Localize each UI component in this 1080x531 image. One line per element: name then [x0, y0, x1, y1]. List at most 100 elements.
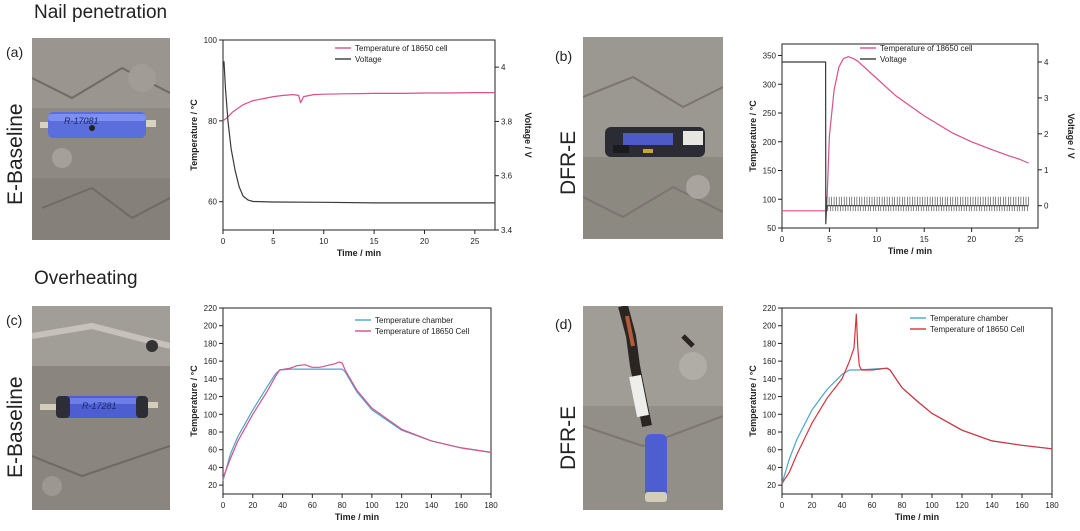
y-tick-label-5: 120	[763, 393, 777, 402]
y-right-tick-label-0: 0	[1044, 202, 1049, 211]
y-right-tick-label-4: 4	[1044, 58, 1049, 67]
x-tick-label-2: 40	[278, 501, 287, 510]
x-tick-label-0: 0	[221, 501, 226, 510]
series-line-0	[781, 367, 1053, 484]
chart-d: 0 20 40 60 80 100 120 140 160 180 20 40 60 80 100 120 14…	[748, 304, 1059, 522]
y-tick-label-6: 140	[763, 375, 777, 384]
y-tick-label-8: 180	[763, 339, 777, 348]
photo-a-cell-label: R-17081	[64, 116, 99, 126]
side-label-c: E-Baseline	[4, 376, 27, 478]
chart-b: 0 5 10 15 20 25 50 100 150 200 250 300 350 0 1 2 3 4 Time …	[748, 43, 1075, 256]
series-line-1	[222, 61, 495, 204]
y-tick-label-1: 40	[767, 463, 776, 472]
y-right-tick-label-1: 1	[1044, 166, 1049, 175]
y-tick-label-6: 140	[204, 375, 218, 384]
y-tick-label-3: 80	[767, 428, 776, 437]
y-axis-label: Temperature / °C	[189, 99, 199, 171]
y-tick-label-1: 40	[208, 463, 217, 472]
y-tick-label-4: 100	[204, 410, 218, 419]
y-tick-label-3: 200	[763, 138, 777, 147]
x-tick-label-9: 180	[484, 501, 498, 510]
chart-c: 0 20 40 60 80 100 120 140 160 180 20 40 60 80 100 120 14…	[189, 304, 498, 522]
x-tick-label-6: 120	[955, 501, 969, 510]
panel-letter-d: (d)	[555, 316, 573, 332]
y-tick-label-9: 200	[763, 322, 777, 331]
plot-frame	[781, 307, 1053, 495]
x-tick-label-3: 60	[868, 501, 877, 510]
x-tick-label-5: 25	[1015, 235, 1024, 244]
x-tick-label-7: 140	[985, 501, 999, 510]
y-right-tick-label-2: 2	[1044, 130, 1049, 139]
x-tick-label-2: 10	[319, 237, 328, 246]
x-tick-label-3: 15	[370, 237, 379, 246]
legend-label-0: Temperature of 18650 cell	[880, 44, 973, 53]
y-axis-label: Temperature / °C	[748, 100, 758, 172]
y-tick-label-2: 150	[763, 167, 777, 176]
series-line-1	[781, 313, 1053, 484]
x-tick-label-3: 15	[920, 235, 929, 244]
plot-frame	[222, 39, 496, 231]
photo-c-cell-label: R-17281	[82, 401, 117, 411]
side-label-d: DFR-E	[557, 405, 580, 470]
legend-label-0: Temperature chamber	[930, 314, 1009, 323]
chart-a: 0 5 10 15 20 25 60 80 100 3.4 3.6 3.8 4 Time / min Tem…	[189, 36, 533, 258]
legend-label-1: Temperature of 18650 Cell	[930, 325, 1025, 334]
x-tick-label-8: 160	[455, 501, 469, 510]
x-tick-label-8: 160	[1015, 501, 1029, 510]
y-tick-label-10: 220	[204, 304, 218, 313]
y-tick-label-1: 100	[763, 195, 777, 204]
legend-label-0: Temperature chamber	[375, 316, 454, 325]
y-tick-label-2: 60	[767, 446, 776, 455]
legend-label-1: Voltage	[355, 55, 382, 64]
y-right-tick-label-2: 3.8	[501, 117, 513, 126]
y-tick-label-1: 80	[208, 117, 217, 126]
y-right-tick-label-3: 3	[1044, 94, 1049, 103]
x-tick-label-6: 120	[395, 501, 409, 510]
y-tick-label-3: 80	[208, 428, 217, 437]
x-axis-label: Time / min	[337, 248, 381, 258]
y-right-tick-label-0: 3.4	[501, 226, 513, 235]
y-axis-label: Temperature / °C	[189, 365, 199, 437]
series-line-0	[222, 92, 495, 122]
x-tick-label-5: 100	[925, 501, 939, 510]
x-tick-label-7: 140	[425, 501, 439, 510]
x-tick-label-1: 20	[248, 501, 257, 510]
x-tick-label-4: 20	[967, 235, 976, 244]
x-tick-label-5: 25	[470, 237, 479, 246]
x-tick-label-4: 20	[420, 237, 429, 246]
x-tick-label-3: 60	[308, 501, 317, 510]
legend-label-0: Temperature of 18650 cell	[355, 44, 448, 53]
y-tick-label-0: 20	[767, 481, 776, 490]
photo-b-dfr-e-cell	[583, 37, 723, 239]
y-tick-label-8: 180	[204, 339, 218, 348]
y-tick-label-5: 120	[204, 393, 218, 402]
x-tick-label-0: 0	[221, 237, 226, 246]
x-tick-label-0: 0	[780, 235, 785, 244]
y-tick-label-7: 160	[763, 357, 777, 366]
series-line-0	[782, 56, 1029, 212]
x-tick-label-5: 100	[365, 501, 379, 510]
y-tick-label-7: 160	[204, 357, 218, 366]
x-tick-label-2: 40	[838, 501, 847, 510]
photo-c-e-baseline-cell: R-17281	[32, 306, 170, 510]
x-axis-label: Time / min	[895, 512, 939, 522]
legend-label-1: Voltage	[880, 55, 907, 64]
y-tick-label-5: 300	[763, 80, 777, 89]
x-tick-label-0: 0	[780, 501, 785, 510]
y-tick-label-0: 60	[208, 198, 217, 207]
x-tick-label-1: 20	[808, 501, 817, 510]
y-tick-label-4: 100	[763, 410, 777, 419]
side-label-b: DFR-E	[557, 130, 580, 195]
y-axis-label: Temperature / °C	[748, 365, 758, 437]
photo-a-e-baseline-cell: R-17081	[32, 38, 170, 240]
section-title-overheating: Overheating	[34, 268, 138, 289]
y-right-axis-label: Voltage / V	[523, 112, 533, 157]
series-1-noise	[826, 196, 1029, 212]
x-tick-label-2: 10	[872, 235, 881, 244]
panel-letter-a: (a)	[6, 44, 24, 60]
x-tick-label-9: 180	[1045, 501, 1059, 510]
y-tick-label-0: 20	[208, 481, 217, 490]
x-tick-label-4: 80	[338, 501, 347, 510]
x-tick-label-4: 80	[898, 501, 907, 510]
legend-label-1: Temperature of 18650 Cell	[375, 327, 470, 336]
